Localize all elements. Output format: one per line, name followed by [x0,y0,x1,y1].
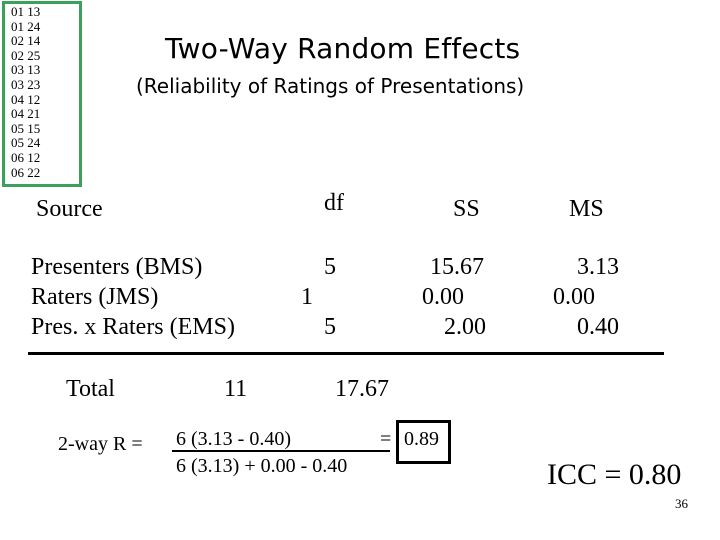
icc-value: ICC = 0.80 [547,458,682,491]
row-ss-presenters: 15.67 [430,254,484,280]
slide-number: 36 [675,496,688,511]
table-rule [28,352,664,355]
total-df: 11 [224,376,248,402]
data-row: 02 14 [11,33,41,49]
formula-result: 0.89 [404,428,439,450]
formula-equals: = [380,428,392,450]
header-ms: MS [569,196,604,222]
row-ms-raters: 0.00 [553,284,595,310]
data-row: 05 24 [11,135,41,151]
fraction-line [172,450,390,452]
row-source-interaction: Pres. x Raters (EMS) [31,314,235,340]
row-df-interaction: 5 [324,314,336,340]
formula-numerator: 6 (3.13 - 0.40) [176,428,291,450]
row-df-raters: 1 [301,284,313,310]
data-row: 06 12 [11,149,41,165]
slide-title: Two-Way Random Effects [165,32,521,65]
total-ss: 17.67 [335,376,389,402]
row-source-raters: Raters (JMS) [31,284,159,310]
result-box [396,420,451,464]
header-source: Source [36,196,103,222]
data-row: 06 22 [11,164,41,180]
slide-subtitle: (Reliability of Ratings of Presentations… [136,74,525,98]
row-ms-interaction: 0.40 [577,314,619,340]
row-df-presenters: 5 [324,254,336,280]
data-listing-box: 01 13 01 24 02 14 02 25 03 13 03 23 04 1… [2,1,82,187]
data-row: 02 25 [11,47,41,63]
data-row: 04 12 [11,91,41,107]
data-row: 04 21 [11,106,41,122]
header-df: df [324,190,344,216]
formula-lhs: 2-way R = [58,433,143,455]
data-row: 01 24 [11,18,41,34]
row-ss-raters: 0.00 [422,284,464,310]
header-ss: SS [453,196,480,222]
row-ms-presenters: 3.13 [577,254,619,280]
data-row: 03 13 [11,62,41,78]
data-row: 05 15 [11,120,41,136]
row-source-presenters: Presenters (BMS) [31,254,203,280]
data-row: 01 13 [11,4,41,19]
formula-denominator: 6 (3.13) + 0.00 - 0.40 [176,455,348,477]
total-label: Total [66,376,115,402]
data-row: 03 23 [11,76,41,92]
row-ss-interaction: 2.00 [444,314,486,340]
